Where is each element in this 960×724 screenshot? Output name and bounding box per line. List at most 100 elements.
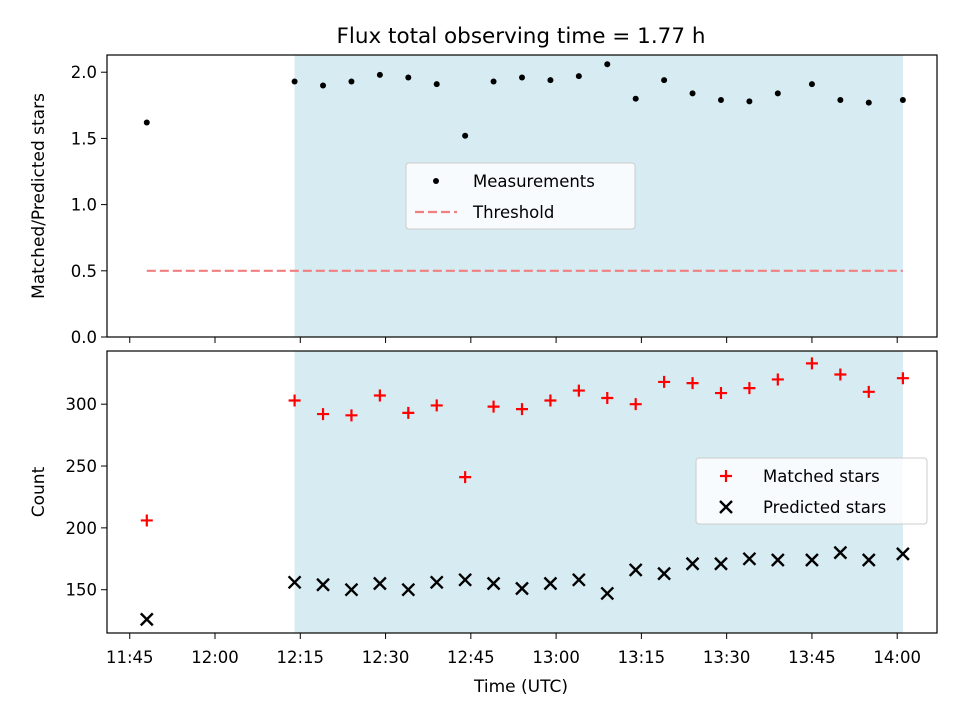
data-point (486, 576, 501, 591)
data-point (834, 368, 847, 381)
data-point (604, 61, 611, 68)
y-tick-label: 300 (66, 395, 98, 414)
y-axis-label: Matched/Predicted stars (29, 93, 49, 299)
data-point (143, 119, 150, 126)
data-point (805, 553, 819, 567)
legend: Measurements Threshold (405, 162, 636, 230)
y-tick-label: 2.0 (71, 63, 97, 82)
y-tick-label: 1.0 (71, 196, 97, 215)
data-point (632, 95, 639, 102)
data-point (808, 81, 815, 88)
data-point (575, 73, 582, 80)
y-axis-label: Count (29, 466, 49, 517)
data-point (600, 586, 615, 601)
data-point (458, 572, 472, 587)
x-tick-label: 13:45 (788, 648, 836, 667)
data-point (462, 132, 469, 139)
data-point (714, 387, 727, 400)
x-tick-label: 13:30 (703, 648, 751, 667)
data-point (661, 77, 668, 84)
data-point (658, 375, 671, 388)
data-point (771, 373, 784, 386)
data-point (837, 97, 844, 104)
x-tick-label: 12:30 (362, 648, 410, 667)
data-point (543, 576, 558, 591)
y-tick-label: 0.0 (71, 328, 97, 347)
y-tick-label: 1.5 (71, 129, 97, 148)
data-point (487, 400, 500, 413)
legend: Matched stars Predicted stars (695, 457, 928, 525)
data-point (433, 81, 440, 88)
data-point (547, 77, 554, 84)
data-point (490, 78, 497, 85)
data-point (519, 74, 525, 81)
legend-marker (719, 500, 733, 514)
data-point (629, 398, 642, 411)
data-point (572, 384, 585, 397)
panel-bottom: 150 200 250 300 11:45 12:00 12:15 12:30 12:45 13:… (29, 350, 938, 667)
y-tick-label: 0.5 (71, 262, 97, 281)
data-point (899, 97, 906, 104)
data-point (865, 99, 872, 106)
data-point (862, 385, 875, 398)
panel-top: 0.0 0.5 1.0 1.5 2.0 Matched/Predicted stars Me… (29, 54, 938, 347)
data-point (689, 90, 696, 97)
y-tick-label: 150 (66, 581, 98, 600)
data-point (317, 408, 330, 421)
data-point (373, 389, 386, 402)
data-point (896, 546, 910, 561)
data-point (401, 582, 416, 597)
axes-frame (106, 54, 938, 338)
data-point (896, 372, 909, 385)
x-axis-label: Time (UTC) (473, 677, 568, 697)
series-matched-stars (140, 357, 909, 527)
legend-marker (433, 178, 439, 184)
data-point (140, 514, 153, 527)
x-tick-label: 11:45 (106, 648, 154, 667)
data-point (344, 582, 359, 597)
data-point (774, 90, 781, 97)
x-tick-label: 12:15 (277, 648, 325, 667)
x-tick-label: 12:45 (447, 648, 495, 667)
data-point (345, 409, 358, 422)
data-point (139, 612, 154, 627)
data-point (746, 98, 753, 105)
data-point (405, 74, 412, 81)
data-point (515, 581, 529, 596)
data-point (742, 551, 757, 566)
axes-frame (106, 350, 938, 634)
data-point (601, 392, 614, 404)
data-point (516, 403, 528, 416)
legend-marker (720, 470, 732, 482)
x-tick-label: 13:00 (532, 648, 580, 667)
data-point (288, 394, 301, 407)
data-point (861, 553, 876, 567)
data-point (657, 566, 671, 581)
data-point (320, 82, 327, 89)
legend-label: Measurements (473, 172, 595, 191)
data-point (291, 78, 298, 85)
series-predicted-stars (139, 545, 910, 627)
data-point (717, 97, 724, 104)
data-point (348, 78, 355, 85)
x-tick-label: 14:00 (873, 648, 921, 667)
x-tick-label: 13:15 (618, 648, 666, 667)
legend-box (405, 162, 636, 230)
y-tick-label: 250 (66, 457, 98, 476)
data-point (459, 471, 472, 484)
data-point (714, 556, 728, 571)
data-point (429, 575, 444, 590)
data-point (686, 377, 699, 390)
series-measurements (143, 61, 906, 139)
data-point (805, 357, 818, 370)
x-tick-label: 12:00 (191, 648, 239, 667)
legend-label: Threshold (472, 203, 554, 222)
data-point (628, 563, 643, 577)
data-point (685, 556, 700, 571)
data-point (373, 576, 387, 591)
figure-title: Flux total observing time = 1.77 h (337, 24, 706, 49)
y-tick-label: 200 (66, 519, 98, 538)
data-point (402, 406, 415, 419)
